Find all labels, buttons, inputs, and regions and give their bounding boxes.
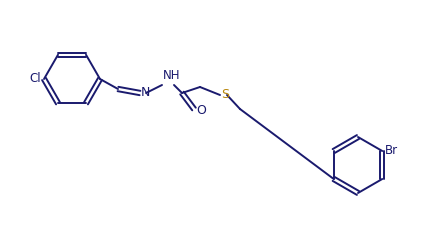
Text: O: O — [196, 104, 206, 116]
Text: Br: Br — [385, 143, 398, 156]
Text: N: N — [141, 86, 150, 99]
Text: S: S — [221, 87, 229, 101]
Text: Cl: Cl — [30, 72, 41, 86]
Text: NH: NH — [163, 69, 180, 82]
